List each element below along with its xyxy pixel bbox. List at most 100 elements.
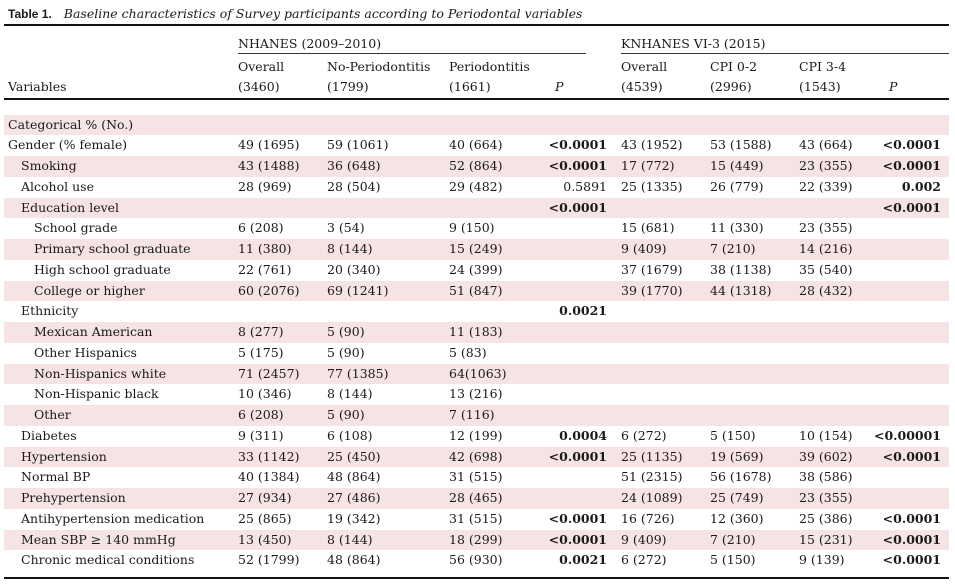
row-label: Antihypertension medication (21, 510, 205, 526)
cell-nh-periodontitis: 51 (847) (449, 282, 503, 298)
cell-nh-overall: 10 (346) (238, 386, 292, 402)
table-row: Non-Hispanics white 71 (2457) 77 (1385) 64(… (4, 363, 949, 385)
cell-kn-cpi-0-2: 56 (1678) (710, 469, 772, 485)
cell-nh-no-periodontitis: 8 (144) (327, 241, 373, 256)
cell-kn-p: <0.0001 (882, 531, 941, 547)
table-row: Non-Hispanic black 10 (346) 8 (144) 13 (216… (4, 384, 949, 405)
table-row: Mexican American 8 (277) 5 (90) 11 (183) (4, 322, 949, 343)
row-label: Other Hispanics (34, 344, 137, 360)
group-underline-knhanes (621, 53, 949, 54)
cell-kn-cpi-0-2: 5 (150) (710, 552, 756, 568)
cell-kn-overall: 39 (1770) (621, 282, 683, 298)
cell-kn-overall: 37 (1679) (621, 261, 683, 277)
cell-nh-periodontitis: 28 (465) (449, 490, 503, 505)
table-row: Education level <0.0001 <0.0001 (4, 197, 949, 219)
cell-nh-overall: 27 (934) (238, 490, 292, 505)
cell-kn-cpi-3-4: 39 (602) (799, 448, 853, 464)
row-label: Primary school graduate (34, 241, 191, 256)
cell-nh-periodontitis: 12 (199) (449, 427, 503, 443)
col-sub-nh-periodontitis: Periodontitis (449, 59, 530, 74)
cell-nh-periodontitis: 24 (399) (449, 261, 503, 277)
row-label: Non-Hispanic black (34, 386, 159, 402)
cell-nh-periodontitis: 31 (515) (449, 469, 503, 485)
cell-kn-p: <0.0001 (882, 510, 941, 526)
cell-nh-periodontitis: 64(1063) (449, 365, 507, 381)
cell-nh-p: 0.5891 (563, 178, 607, 194)
table-row: Normal BP 40 (1384) 48 (864) 31 (515) 51 (23… (4, 467, 949, 488)
cell-nh-overall: 6 (208) (238, 407, 284, 422)
cell-nh-periodontitis: 7 (116) (449, 407, 495, 422)
cell-nh-p: <0.0001 (548, 448, 607, 464)
cell-nh-no-periodontitis: 8 (144) (327, 386, 373, 402)
cell-nh-no-periodontitis: 20 (340) (327, 261, 381, 277)
cell-kn-cpi-0-2: 15 (449) (710, 158, 764, 173)
cell-nh-periodontitis: 15 (249) (449, 241, 503, 256)
row-label: Categorical % (No.) (8, 116, 134, 132)
table-row: Smoking 43 (1488) 36 (648) 52 (864) <0.0001 1… (4, 156, 949, 177)
cell-kn-p: <0.0001 (882, 137, 941, 153)
cell-kn-p: <0.00001 (873, 427, 941, 443)
row-label: Gender (% female) (8, 137, 128, 153)
table-row: College or higher 60 (2076) 69 (1241) 51 (8… (4, 280, 949, 302)
cell-nh-periodontitis: 29 (482) (449, 178, 503, 194)
row-label: Hypertension (21, 448, 107, 464)
cell-nh-periodontitis: 52 (864) (449, 158, 503, 173)
col-n-nh-periodontitis: (1661) (449, 79, 491, 94)
cell-nh-periodontitis: 42 (698) (449, 448, 503, 464)
col-sub-kn-cpi-0-2: CPI 0-2 (710, 59, 758, 74)
cell-kn-cpi-3-4: 35 (540) (799, 261, 853, 277)
group-underline-nhanes (238, 53, 586, 54)
cell-kn-cpi-0-2: 26 (779) (710, 178, 764, 194)
table-row: Categorical % (No.) (4, 114, 949, 136)
cell-nh-overall: 8 (277) (238, 324, 284, 339)
row-label: Mean SBP ≥ 140 mmHg (21, 531, 176, 547)
cell-nh-p: <0.0001 (548, 137, 607, 153)
cell-nh-p: <0.0001 (548, 510, 607, 526)
cell-kn-overall: 6 (272) (621, 552, 667, 568)
row-label: Smoking (21, 158, 77, 173)
table-row: Diabetes 9 (311) 6 (108) 12 (199) 0.0004 6 (2… (4, 426, 949, 447)
cell-nh-no-periodontitis: 77 (1385) (327, 365, 389, 381)
table-caption: Table 1. Baseline characteristics of Sur… (8, 6, 582, 21)
cell-kn-p: <0.0001 (882, 199, 941, 215)
cell-nh-no-periodontitis: 59 (1061) (327, 137, 389, 153)
cell-nh-overall: 11 (380) (238, 241, 292, 256)
col-n-kn-overall: (4539) (621, 79, 663, 94)
cell-nh-no-periodontitis: 5 (90) (327, 324, 365, 339)
cell-nh-no-periodontitis: 25 (450) (327, 448, 381, 464)
table-row: Primary school graduate 11 (380) 8 (144) 15… (4, 239, 949, 260)
cell-nh-p: <0.0001 (548, 158, 607, 173)
cell-nh-overall: 13 (450) (238, 531, 292, 547)
cell-nh-overall: 6 (208) (238, 220, 284, 236)
table-number: Table 1. (8, 7, 52, 21)
cell-kn-p: 0.002 (901, 178, 941, 194)
cell-kn-cpi-3-4: 23 (355) (799, 490, 853, 505)
cell-kn-cpi-0-2: 7 (210) (710, 531, 756, 547)
cell-kn-cpi-3-4: 28 (432) (799, 282, 853, 298)
cell-kn-cpi-0-2: 11 (330) (710, 220, 764, 236)
cell-kn-cpi-0-2: 19 (569) (710, 448, 764, 464)
cell-kn-overall: 9 (409) (621, 241, 667, 256)
cell-nh-no-periodontitis: 48 (864) (327, 552, 381, 568)
cell-kn-cpi-0-2: 25 (749) (710, 490, 764, 505)
group-header-knhanes: KNHANES VI-3 (2015) (621, 36, 766, 51)
cell-kn-overall: 15 (681) (621, 220, 675, 236)
cell-nh-p: 0.0021 (559, 303, 607, 319)
cell-kn-overall: 25 (1135) (621, 448, 683, 464)
cell-nh-periodontitis: 18 (299) (449, 531, 503, 547)
cell-kn-overall: 25 (1335) (621, 178, 683, 194)
cell-nh-no-periodontitis: 28 (504) (327, 178, 381, 194)
cell-nh-no-periodontitis: 8 (144) (327, 531, 373, 547)
cell-nh-periodontitis: 5 (83) (449, 344, 487, 360)
cell-kn-p: <0.0001 (882, 448, 941, 464)
row-label: Ethnicity (21, 303, 79, 319)
cell-kn-overall: 6 (272) (621, 427, 667, 443)
col-sub-nh-no-periodontitis: No-Periodontitis (327, 59, 431, 74)
cell-kn-overall: 16 (726) (621, 510, 675, 526)
cell-nh-p: <0.0001 (548, 531, 607, 547)
cell-nh-p: <0.0001 (548, 199, 607, 215)
cell-kn-cpi-0-2: 44 (1318) (710, 282, 772, 298)
row-label: Normal BP (21, 469, 91, 485)
cell-nh-overall: 52 (1799) (238, 552, 300, 568)
header-rule (4, 98, 949, 100)
